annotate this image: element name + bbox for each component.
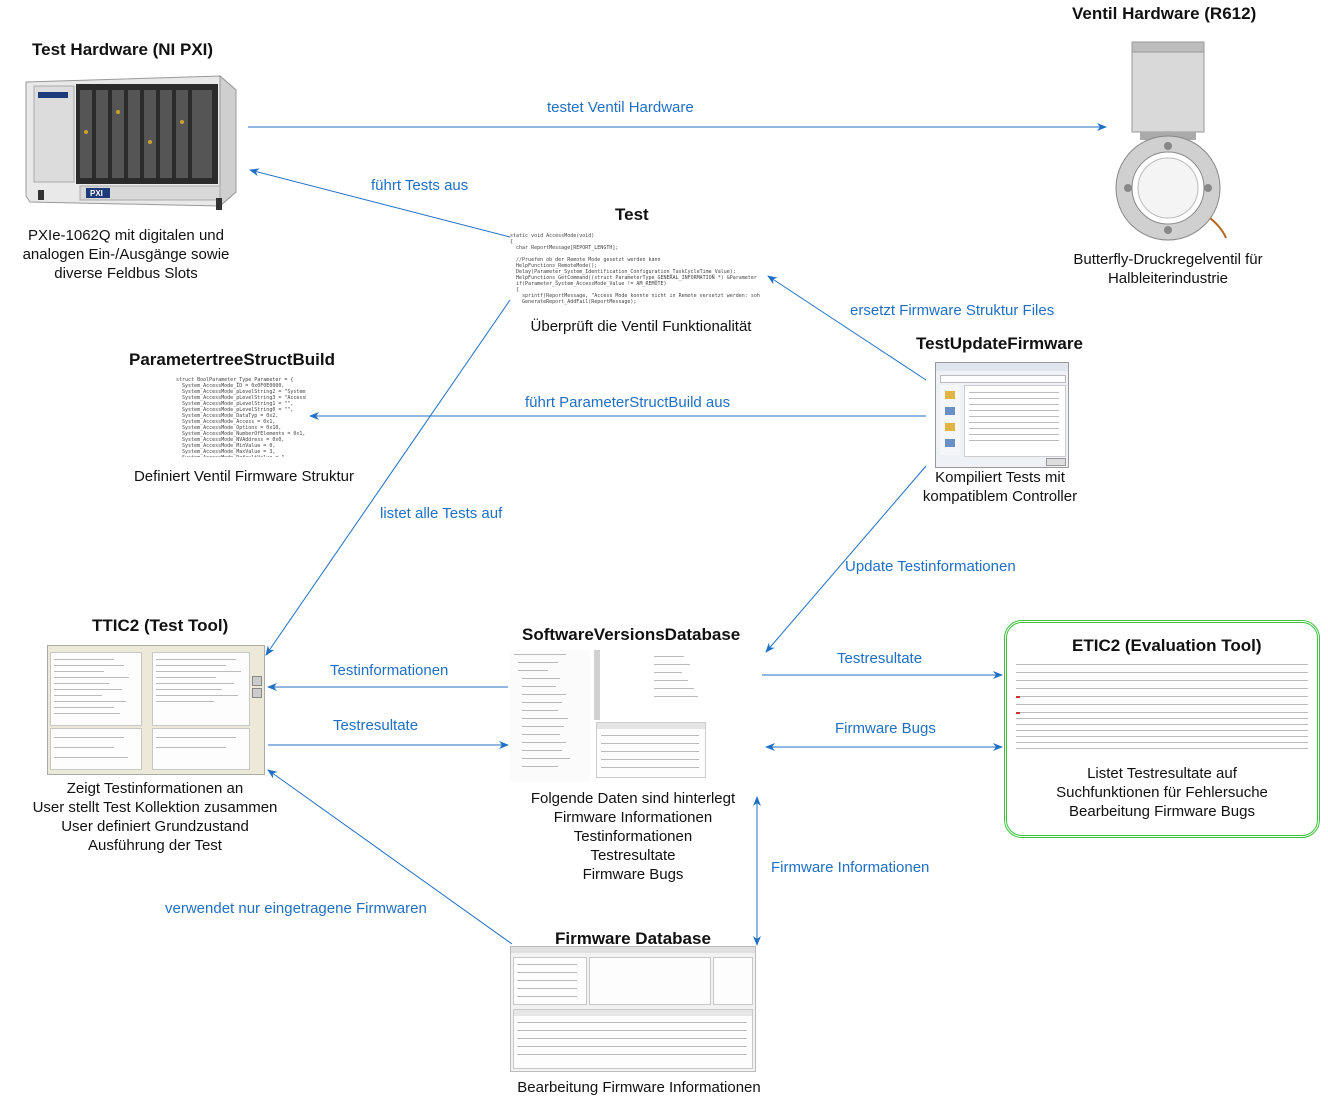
edge-label-testinformationen: Testinformationen — [330, 662, 449, 679]
edge-label-fuehrt-tests: führt Tests aus — [371, 177, 469, 194]
edge-verwendet-firmwaren — [267, 769, 513, 945]
ventil-hardware-desc: Butterfly-Druckregelventil für Halbleite… — [1073, 251, 1263, 287]
software-versions-db-desc: Folgende Daten sind hinterlegt Firmware … — [530, 790, 736, 883]
ttic2-title: TTIC2 (Test Tool) — [92, 616, 229, 635]
test-hardware-title: Test Hardware (NI PXI) — [32, 40, 214, 59]
edge-label-fuehrt-parameter: führt ParameterStructBuild aus — [525, 394, 731, 411]
butterfly-valve-image — [1110, 38, 1228, 244]
edge-label-listet-tests: listet alle Tests auf — [380, 505, 503, 522]
etic2-highlight-frame — [1004, 620, 1320, 838]
etic2-title: ETIC2 (Evaluation Tool) — [1072, 636, 1262, 655]
pxi-chassis-image: PXI — [20, 72, 240, 214]
edge-update-testinfo — [765, 465, 927, 653]
firmware-db-title: Firmware Database — [555, 929, 711, 948]
parametertree-code-snippet: struct BoolParameter_Type Parameter = { … — [176, 377, 306, 457]
edge-label-testresultate-right: Testresultate — [837, 650, 923, 667]
test-hardware-desc: PXIe-1062Q mit digitalen und analogen Ei… — [22, 227, 230, 282]
edge-listet-tests — [265, 299, 511, 656]
edge-label-update-testinfo: Update Testinformationen — [845, 558, 1016, 575]
firmware-db-desc: Bearbeitung Firmware Informationen — [517, 1079, 761, 1096]
edge-label-testresultate-left: Testresultate — [333, 717, 419, 734]
edge-fuehrt-tests — [249, 168, 511, 238]
parametertree-title: ParametertreeStructBuild — [129, 350, 335, 369]
edge-label-firmware-bugs: Firmware Bugs — [835, 720, 936, 737]
edge-label-ersetzt-firmware: ersetzt Firmware Struktur Files — [850, 302, 1055, 319]
test-desc: Überprüft die Ventil Funktionalität — [530, 318, 752, 335]
file-dialog-screenshot — [935, 362, 1069, 468]
edge-label-testet-ventil: testet Ventil Hardware — [547, 99, 694, 116]
test-title: Test — [615, 205, 649, 224]
firmware-db-screenshot — [510, 946, 756, 1072]
etic2-desc: Listet Testresultate auf Suchfunktionen … — [1056, 765, 1268, 820]
test-update-firmware-title: TestUpdateFirmware — [916, 334, 1083, 353]
software-versions-db-screenshot — [510, 650, 706, 782]
edge-ersetzt-firmware — [767, 275, 927, 381]
pxi-chassis-label: PXI — [90, 189, 103, 198]
ttic2-screenshot — [47, 645, 265, 775]
edge-label-verwendet-firmwaren: verwendet nur eingetragene Firmwaren — [165, 900, 427, 917]
test-code-snippet: static void AccessMode(void) { char Repo… — [510, 233, 760, 305]
edge-label-firmware-informationen: Firmware Informationen — [771, 859, 930, 876]
software-versions-db-title: SoftwareVersionsDatabase — [522, 625, 741, 644]
etic2-screenshot — [1016, 660, 1308, 756]
ttic2-desc: Zeigt Testinformationen an User stellt T… — [32, 780, 278, 854]
test-update-firmware-desc: Kompiliert Tests mit kompatiblem Control… — [922, 469, 1078, 505]
parametertree-desc: Definiert Ventil Firmware Struktur — [133, 468, 355, 485]
ventil-hardware-title: Ventil Hardware (R612) — [1072, 4, 1257, 23]
